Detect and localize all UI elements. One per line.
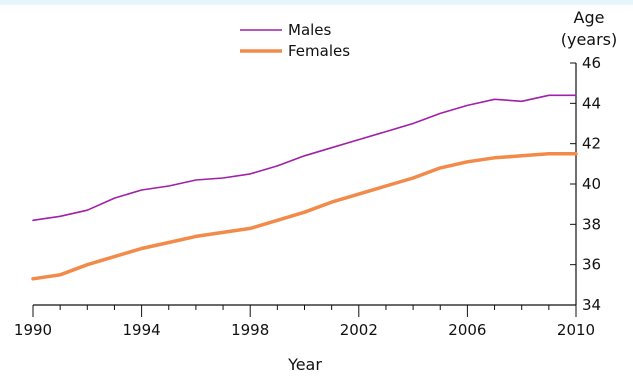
legend: Males Females: [240, 21, 350, 60]
x-tick-label: 1994: [123, 321, 161, 339]
y-tick-label: 38: [582, 215, 601, 233]
x-tick-label: 1990: [14, 321, 52, 339]
axes: 1990 1994 1998 2002 2006 2010 34 36 38 40 42 44 46: [14, 54, 601, 339]
legend-label-females: Females: [288, 42, 350, 60]
y-tick-label: 36: [582, 256, 601, 274]
y-tick-label: 42: [582, 135, 601, 153]
x-axis-title: Year: [287, 355, 322, 374]
series-line-females: [31, 152, 578, 281]
x-tick-label: 2006: [448, 321, 486, 339]
x-tick-label: 1998: [231, 321, 269, 339]
y-tick-label: 34: [582, 296, 601, 314]
series-line-males: [32, 94, 577, 222]
y-tick-label: 46: [582, 54, 601, 72]
series-lines: [31, 94, 578, 281]
y-axis-title-line2: (years): [561, 30, 618, 49]
x-tick-label: 2010: [557, 321, 595, 339]
x-tick-label: 2002: [340, 321, 378, 339]
legend-label-males: Males: [288, 21, 332, 39]
y-tick-label: 44: [582, 94, 601, 112]
top-band: [0, 0, 633, 5]
y-axis-title-line1: Age: [574, 8, 605, 27]
y-tick-label: 40: [582, 175, 601, 193]
